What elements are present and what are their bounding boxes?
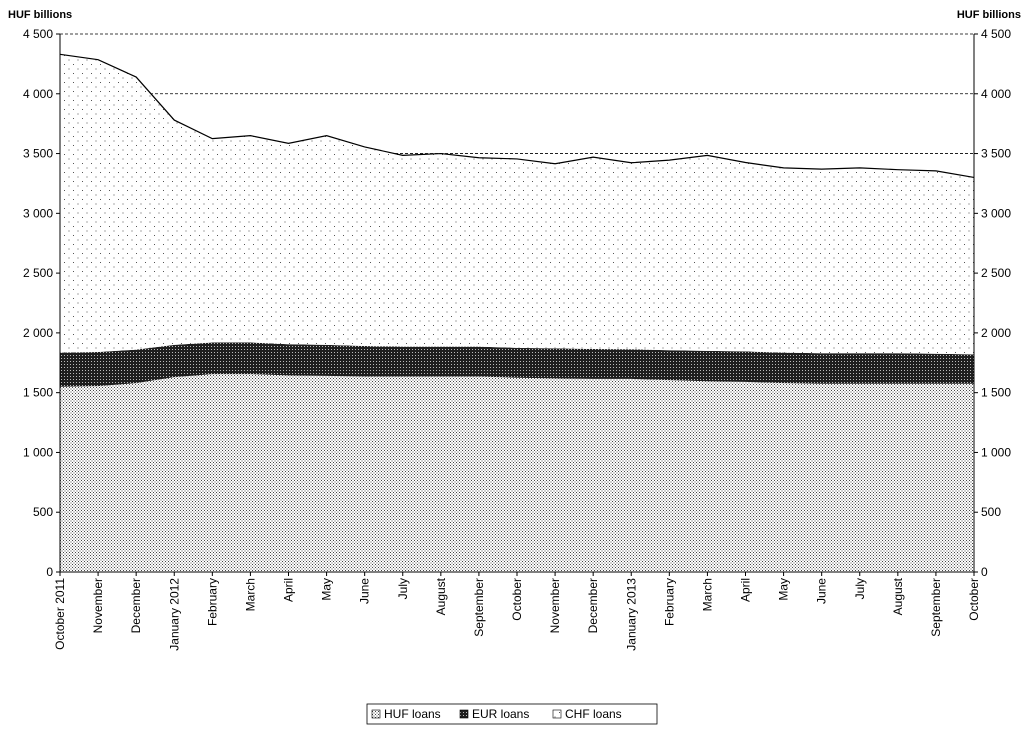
x-tick-label: February	[205, 578, 219, 626]
left-y-tick-label: 2 500	[23, 266, 53, 280]
x-tick-label: June	[358, 578, 372, 604]
x-tick-label: September	[929, 578, 943, 637]
area-huf-loans	[60, 374, 974, 572]
left-y-unit-label: HUF billions	[8, 9, 72, 21]
total-outline	[59, 53, 975, 179]
legend-label-huf: HUF loans	[384, 707, 441, 721]
x-tick-label: October 2011	[53, 578, 67, 650]
right-y-tick-label: 1 500	[981, 386, 1011, 400]
area-series	[59, 53, 975, 572]
right-y-unit-label: HUF billions	[957, 9, 1021, 21]
x-tick-label: October	[510, 578, 524, 621]
x-tick-label: July	[853, 578, 867, 599]
right-y-tick-label: 3 500	[981, 147, 1011, 161]
legend-label-eur: EUR loans	[472, 707, 529, 721]
left-y-tick-label: 0	[46, 565, 53, 579]
legend-frame	[366, 703, 658, 725]
x-tick-label: June	[815, 578, 829, 604]
x-tick-label: March	[700, 578, 714, 611]
left-y-tick-label: 4 000	[23, 87, 53, 101]
area-chf-loans	[60, 54, 974, 355]
left-y-tick-label: 4 500	[23, 27, 53, 41]
right-y-tick-label: 3 000	[981, 206, 1011, 220]
legend-swatch-eur	[459, 709, 469, 719]
x-tick-label: February	[662, 578, 676, 626]
area-eur-loans	[60, 342, 974, 387]
axes	[56, 33, 978, 576]
right-y-tick-label: 0	[981, 565, 988, 579]
left-y-tick-label: 2 000	[23, 326, 53, 340]
x-tick-label: August	[891, 577, 905, 615]
x-tick-label: January 2013	[624, 578, 638, 651]
right-y-tick-label: 4 000	[981, 87, 1011, 101]
x-tick-label: September	[472, 578, 486, 637]
left-y-tick-label: 3 000	[23, 206, 53, 220]
x-tick-label: March	[243, 578, 257, 611]
left-y-tick-label: 1 500	[23, 386, 53, 400]
x-tick-label: April	[739, 578, 753, 602]
right-y-tick-label: 1 000	[981, 445, 1011, 459]
legend-swatch-huf	[371, 709, 381, 719]
right-y-tick-labels: 0 500 1 000 1 500 2 000 2 500 3 000 3 500 4 000 4…	[981, 27, 1011, 579]
left-y-tick-labels: 0 500 1 000 1 500 2 000 2 500 3 000 3 500 4 000 4…	[23, 27, 53, 579]
legend-label-chf: CHF loans	[565, 707, 622, 721]
x-tick-label: November	[548, 578, 562, 633]
x-tick-label: April	[282, 578, 296, 602]
right-y-tick-label: 4 500	[981, 27, 1011, 41]
x-tick-label: October	[967, 578, 981, 621]
x-tick-label: December	[586, 578, 600, 633]
x-tick-label: November	[91, 578, 105, 633]
x-tick-label: December	[129, 578, 143, 633]
left-y-tick-label: 500	[33, 505, 53, 519]
legend-swatch-chf	[552, 709, 562, 719]
right-y-tick-label: 500	[981, 505, 1001, 519]
left-y-tick-label: 3 500	[23, 147, 53, 161]
legend: HUF loans EUR loans CHF loans	[366, 703, 658, 725]
left-y-tick-label: 1 000	[23, 445, 53, 459]
right-y-tick-label: 2 000	[981, 326, 1011, 340]
x-tick-label: July	[396, 578, 410, 599]
x-tick-label: May	[777, 578, 791, 601]
right-y-tick-label: 2 500	[981, 266, 1011, 280]
x-tick-label: August	[434, 577, 448, 615]
x-tick-labels: October 2011 November December January 2012…	[53, 577, 981, 650]
x-tick-label: January 2012	[167, 578, 181, 651]
x-tick-label: May	[320, 578, 334, 601]
